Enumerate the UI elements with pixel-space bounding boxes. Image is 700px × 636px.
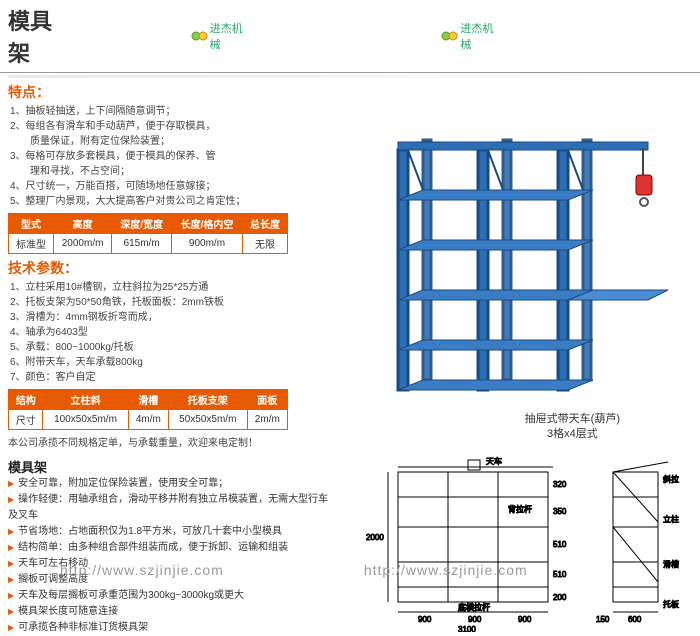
svg-text:2000: 2000 <box>366 533 384 542</box>
footer-url-1: http://www.szjinjie.com <box>60 562 224 578</box>
brand-logo-1: 进杰机械 <box>191 20 252 52</box>
th: 滑槽 <box>128 390 168 410</box>
feature-item: 2、每组各有滑车和手动葫芦，便于存取模具， <box>8 119 338 134</box>
gear-icon <box>191 29 208 43</box>
td: 2000m/m <box>53 234 111 254</box>
tech-item: 7、颜色：客户自定 <box>8 370 338 385</box>
td: 标准型 <box>9 234 54 254</box>
rack2-item: 操作轻便：用轴承组合，滑动平移并附有独立吊模装置，无需大型行车及叉车 <box>8 492 338 524</box>
td: 尺寸 <box>9 410 43 430</box>
content: 特点： 1、抽板轻抽送，上下间隔随意调节； 2、每组各有滑车和手动葫芦，便于存取… <box>0 82 700 636</box>
rack2-section: 模具架 安全可靠，附加定位保险装置，使用安全可靠； 操作轻便：用轴承组合，滑动平… <box>8 457 338 636</box>
svg-text:天车: 天车 <box>486 456 502 466</box>
product-illustration <box>368 130 688 410</box>
spec-table-1: 型式 高度 深度/宽度 长度/格内空 总长度 标准型 2000m/m 615m/… <box>8 213 288 254</box>
brand-logo-2: 进杰机械 <box>441 20 502 52</box>
th: 长度/格内空 <box>171 214 242 234</box>
svg-text:350: 350 <box>553 507 567 516</box>
tech-item: 3、滑槽为：4mm钢板折弯而成， <box>8 310 338 325</box>
th: 总长度 <box>243 214 288 234</box>
svg-text:510: 510 <box>553 540 567 549</box>
engineering-diagram: 天车 2000 320 350 510 510 200 900 900 900 … <box>358 452 688 632</box>
rack2-item: 结构简单：由多种组合部件组装而成，便于拆卸、运输和组装 <box>8 540 338 556</box>
svg-text:斜拉: 斜拉 <box>663 474 679 484</box>
rack2-list: 安全可靠，附加定位保险装置，使用安全可靠； 操作轻便：用轴承组合，滑动平移并附有… <box>8 476 338 636</box>
features-list: 1、抽板轻抽送，上下间隔随意调节； 2、每组各有滑车和手动葫芦，便于存取模具， … <box>8 104 338 209</box>
svg-text:150: 150 <box>596 615 610 624</box>
svg-text:3100: 3100 <box>458 625 476 632</box>
header: 模具架 进杰机械 进杰机械 <box>0 0 700 73</box>
image-caption: 抽屉式带天车(葫芦) 3格x4层式 <box>525 412 620 443</box>
td: 100x50x5m/m <box>43 410 128 430</box>
svg-text:托板: 托板 <box>663 599 679 609</box>
svg-text:背拉杆: 背拉杆 <box>508 504 532 514</box>
features-heading: 特点： <box>8 82 338 102</box>
tech-heading: 技术参数： <box>8 258 338 278</box>
th: 高度 <box>53 214 111 234</box>
tech-item: 5、承载：800~1000kg/托板 <box>8 340 338 355</box>
feature-item: 5、整理厂内景观，大大提高客户对贵公司之肯定性； <box>8 194 338 209</box>
svg-text:200: 200 <box>553 593 567 602</box>
td: 2m/m <box>247 410 287 430</box>
th: 面板 <box>247 390 287 410</box>
tech-item: 2、托板支架为50*50角铁，托板面板：2mm铁板 <box>8 295 338 310</box>
td: 615m/m <box>112 234 172 254</box>
left-column: 特点： 1、抽板轻抽送，上下间隔随意调节； 2、每组各有滑车和手动葫芦，便于存取… <box>8 82 338 636</box>
note: 本公司承揽不同规格定单，与承载重量，欢迎来电定制！ <box>8 434 338 449</box>
svg-text:立柱: 立柱 <box>663 514 679 524</box>
footer: http://www.szjinjie.com http://www.szjin… <box>0 562 700 578</box>
td: 50x50x5m/m <box>168 410 247 430</box>
tech-list: 1、立柱采用10#槽钢，立柱斜拉为25*25方通 2、托板支架为50*50角铁，… <box>8 280 338 385</box>
feature-item: 4、尺寸统一，万能百搭，可随场地任意嫁接； <box>8 179 338 194</box>
svg-text:900: 900 <box>468 615 482 624</box>
td: 900m/m <box>171 234 242 254</box>
th: 立柱斜 <box>43 390 128 410</box>
svg-text:320: 320 <box>553 480 567 489</box>
feature-item: 1、抽板轻抽送，上下间隔随意调节； <box>8 104 338 119</box>
rack2-item: 模具架长度可随意连接 <box>8 604 338 620</box>
svg-text:900: 900 <box>518 615 532 624</box>
rack2-item: 天车及每层搁板可承重范围为300kg~3000kg或更大 <box>8 588 338 604</box>
td: 无限 <box>243 234 288 254</box>
rack2-item: 安全可靠，附加定位保险装置，使用安全可靠； <box>8 476 338 492</box>
rack2-item: 节省场地：占地面积仅为1.8平方米，可放几十套中小型模具 <box>8 524 338 540</box>
svg-text:900: 900 <box>418 615 432 624</box>
th: 型式 <box>9 214 54 234</box>
svg-text:600: 600 <box>628 615 642 624</box>
svg-text:底横拉杆: 底横拉杆 <box>458 602 490 612</box>
tech-item: 4、轴承为6403型 <box>8 325 338 340</box>
feature-item: 质量保证，附有定位保险装置； <box>8 134 338 149</box>
td: 4m/m <box>128 410 168 430</box>
tech-item: 1、立柱采用10#槽钢，立柱斜拉为25*25方通 <box>8 280 338 295</box>
footer-url-2: http://www.szjinjie.com <box>364 562 528 578</box>
rack2-item: 可承揽各种非标准订货模具架 <box>8 620 338 636</box>
feature-item: 3、每格可存放多套模具，便于模具的保养、管 <box>8 149 338 164</box>
th: 结构 <box>9 390 43 410</box>
gear-icon <box>441 29 458 43</box>
th: 深度/宽度 <box>112 214 172 234</box>
tech-item: 6、附带天车，天车承载800kg <box>8 355 338 370</box>
th: 托板支架 <box>168 390 247 410</box>
page-title: 模具架 <box>8 4 71 68</box>
spec-table-2: 结构 立柱斜 滑槽 托板支架 面板 尺寸 100x50x5m/m 4m/m 50… <box>8 389 288 430</box>
feature-item: 理和寻找，不占空间； <box>8 164 338 179</box>
rack2-heading: 模具架 <box>8 457 338 476</box>
divider <box>8 75 692 78</box>
